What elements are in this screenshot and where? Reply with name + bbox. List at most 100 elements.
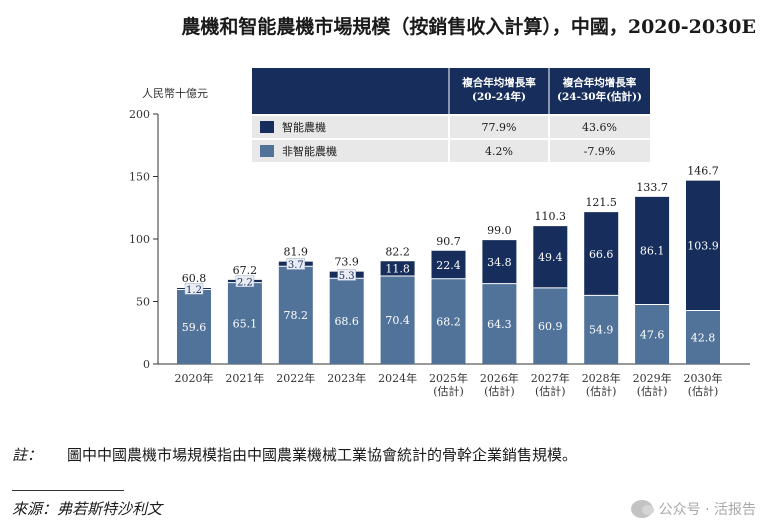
data-label-smart: 1.2	[186, 285, 202, 296]
small-label-box	[184, 283, 204, 295]
x-tick-label: 2029年	[633, 371, 672, 385]
wechat-icon	[630, 500, 654, 518]
bar-smart	[380, 261, 415, 276]
legend-header-text: (24-30年(估計))	[557, 90, 642, 103]
bar-non-smart	[227, 282, 262, 364]
bar-non-smart	[177, 289, 211, 364]
data-label-smart: 22.4	[436, 259, 461, 272]
data-label-total: 133.7	[636, 181, 668, 194]
bar-non-smart	[278, 266, 313, 364]
small-label-box	[235, 275, 255, 287]
y-tick-label: 50	[136, 296, 150, 309]
bar-smart	[533, 226, 568, 288]
data-label-smart: 66.6	[589, 248, 614, 261]
x-tick-label: (估計)	[586, 384, 617, 398]
legend-swatch	[260, 145, 274, 157]
bar-non-smart	[431, 278, 466, 364]
footnote: 註： 圖中中國農機市場規模指由中國農業機械工業協會統計的骨幹企業銷售規模。	[12, 444, 577, 465]
stacked-bar-chart: 人民幣十億元 0 50 100 150 200 59.6 1.260.8 2020年 65.1 2.…	[129, 68, 750, 398]
bar-non-smart	[380, 276, 415, 364]
legend-header-text: (20-24年)	[472, 90, 526, 103]
y-tick-label: 0	[143, 358, 150, 371]
y-tick-label: 200	[129, 108, 150, 121]
x-tick-label: 2027年	[531, 371, 570, 385]
data-label-total: 73.9	[334, 256, 359, 269]
watermark: 公众号 · 活报告	[630, 499, 756, 519]
legend-swatch	[260, 121, 274, 133]
legend-header-text: 複合年均增長率	[562, 76, 637, 89]
x-tick-label: 2028年	[582, 371, 621, 385]
data-label-non-smart: 68.6	[334, 315, 359, 328]
small-label-box	[337, 269, 356, 281]
data-label-total: 146.7	[687, 165, 719, 178]
bar-non-smart	[635, 304, 670, 364]
data-label-total: 110.3	[535, 210, 567, 223]
legend-series-name: 非智能農機	[282, 144, 337, 158]
divider	[12, 490, 124, 491]
data-label-non-smart: 54.9	[589, 324, 614, 337]
data-label-total: 121.5	[585, 196, 617, 209]
data-label-non-smart: 64.3	[487, 318, 512, 331]
y-tick-label: 100	[129, 233, 150, 246]
data-label-smart: 86.1	[640, 245, 665, 258]
bar-smart	[635, 196, 670, 305]
x-tick-label: 2021年	[225, 371, 264, 385]
data-label-total: 90.7	[436, 235, 461, 248]
data-label-smart: 49.4	[538, 251, 563, 264]
y-axis-label: 人民幣十億元	[142, 86, 208, 100]
data-label-non-smart: 60.9	[538, 320, 563, 333]
data-label-smart: 11.8	[385, 263, 410, 276]
data-label-non-smart: 70.4	[385, 314, 410, 327]
data-label-total: 82.2	[385, 245, 410, 258]
legend-row-bg	[252, 116, 650, 138]
bar-smart	[686, 180, 720, 311]
data-label-total: 81.9	[284, 246, 309, 259]
bar-non-smart	[584, 295, 619, 364]
x-tick-label: 2022年	[276, 371, 315, 385]
data-label-non-smart: 78.2	[284, 309, 309, 322]
legend-cagr-2024-2030: 43.6%	[582, 121, 617, 134]
data-label-non-smart: 59.6	[182, 321, 207, 334]
chart-title: 農機和智能農機市場規模（按銷售收入計算），中國，2020-2030E	[181, 16, 756, 38]
legend-cagr-2024-2030: -7.9%	[584, 145, 616, 158]
bar-non-smart	[533, 287, 568, 364]
legend-cagr-2020-2024: 77.9%	[482, 121, 517, 134]
data-label-total: 67.2	[233, 264, 258, 277]
legend-row-bg	[252, 140, 650, 162]
x-tick-label: (估計)	[688, 384, 719, 398]
watermark-text: 公众号 · 活报告	[658, 502, 756, 518]
bar-smart	[584, 212, 619, 296]
footnote-text: 圖中中國農機市場規模指由中國農業機械工業協會統計的骨幹企業銷售規模。	[67, 446, 578, 464]
data-label-smart: 5.3	[339, 271, 355, 282]
x-tick-label: 2023年	[327, 371, 366, 385]
x-tick-label: 2020年	[175, 371, 214, 385]
data-label-smart: 103.9	[687, 240, 719, 253]
x-tick-label: (估計)	[637, 384, 668, 398]
small-label-box	[286, 258, 306, 270]
x-tick-label: 2026年	[480, 371, 519, 385]
x-tick-label: (估計)	[535, 384, 566, 398]
data-label-smart: 3.7	[288, 260, 304, 271]
x-tick-label: 2024年	[378, 371, 417, 385]
data-label-non-smart: 47.6	[640, 328, 665, 341]
data-label-smart: 34.8	[487, 256, 512, 269]
y-tick-label: 150	[129, 171, 150, 184]
legend-header-text: 複合年均增長率	[461, 76, 536, 89]
bar-non-smart	[686, 310, 720, 364]
data-label-non-smart: 65.1	[233, 317, 258, 330]
source-text: 來源：弗若斯特沙利文	[12, 500, 163, 518]
bar-smart	[482, 240, 517, 284]
data-label-smart: 2.2	[237, 277, 253, 288]
footnote-label: 註：	[12, 446, 43, 464]
legend-header-bg	[252, 68, 650, 114]
bar-non-smart	[482, 283, 517, 364]
x-tick-label: 2030年	[684, 371, 723, 385]
bar-smart	[431, 250, 466, 279]
data-label-total: 60.8	[182, 272, 207, 285]
legend-cagr-2020-2024: 4.2%	[485, 145, 513, 158]
data-label-non-smart: 68.2	[436, 315, 461, 328]
x-tick-label: (估計)	[433, 384, 464, 398]
bar-non-smart	[329, 278, 364, 364]
legend-series-name: 智能農機	[282, 120, 326, 134]
x-tick-label: (估計)	[484, 384, 515, 398]
